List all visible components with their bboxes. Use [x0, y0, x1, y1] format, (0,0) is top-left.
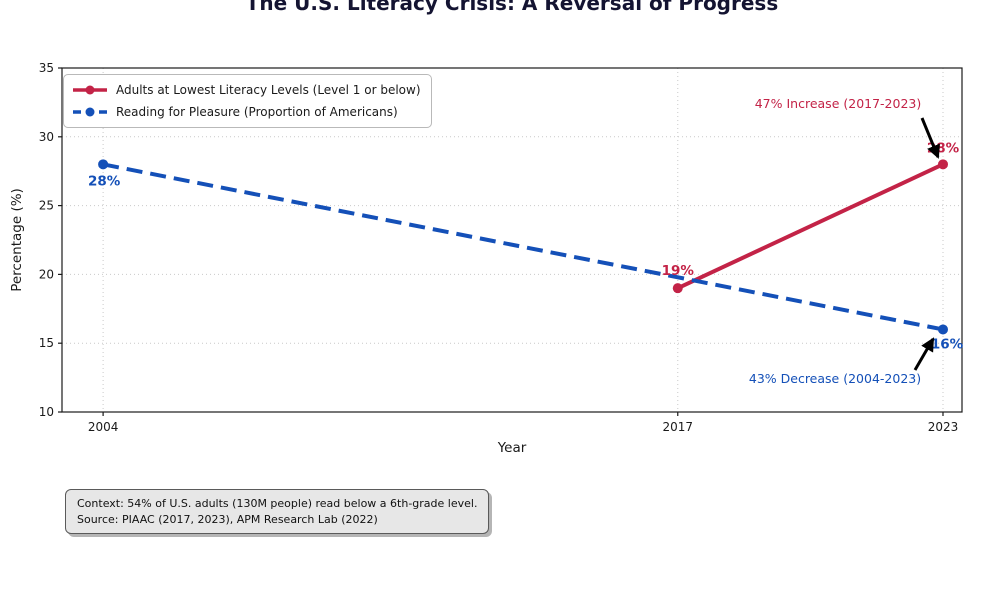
context-text: Context: 54% of U.S. adults (130M people…: [77, 497, 478, 510]
tick-label-y: 30: [39, 130, 54, 144]
tick-label-y: 20: [39, 267, 54, 281]
y-axis-label: Percentage (%): [9, 188, 25, 292]
annotation-text: 47% Increase (2017-2023): [755, 96, 922, 111]
x-axis-label: Year: [497, 440, 527, 456]
tick-label-y: 15: [39, 336, 54, 350]
point-label: 16%: [931, 336, 964, 352]
tick-label-x: 2017: [662, 420, 693, 434]
legend-row-0: Adults at Lowest Literacy Levels (Level …: [72, 81, 421, 99]
legend-line-sample: [73, 107, 107, 117]
legend-label: Adults at Lowest Literacy Levels (Level …: [116, 83, 421, 97]
annotation-arrow: [913, 337, 935, 371]
point-label: 28%: [88, 173, 121, 189]
legend-line-sample: [73, 85, 107, 95]
legend-label: Reading for Pleasure (Proportion of Amer…: [116, 105, 398, 119]
tick-label-x: 2004: [88, 420, 119, 434]
series-line-1: [102, 162, 944, 332]
plot-border: [61, 67, 963, 413]
data-point: [937, 324, 948, 335]
legend: Adults at Lowest Literacy Levels (Level …: [63, 74, 432, 128]
series-line-0: [676, 162, 944, 290]
data-point: [937, 159, 948, 170]
tick-label-y: 25: [39, 199, 54, 213]
chart-title: The U.S. Literacy Crisis: A Reversal of …: [245, 0, 779, 15]
context-box: Context: 54% of U.S. adults (130M people…: [65, 489, 490, 535]
point-label: 19%: [662, 263, 695, 279]
annotation-text: 43% Decrease (2004-2023): [749, 371, 921, 386]
tick-label-x: 2023: [928, 420, 959, 434]
tick-label-y: 10: [39, 405, 54, 419]
data-point: [672, 283, 683, 294]
tick-label-y: 35: [39, 61, 54, 75]
source-text: Source: PIAAC (2017, 2023), APM Research…: [77, 512, 378, 526]
data-point: [98, 159, 109, 170]
legend-row-1: Reading for Pleasure (Proportion of Amer…: [72, 103, 421, 121]
annotation-arrow: [920, 117, 940, 159]
